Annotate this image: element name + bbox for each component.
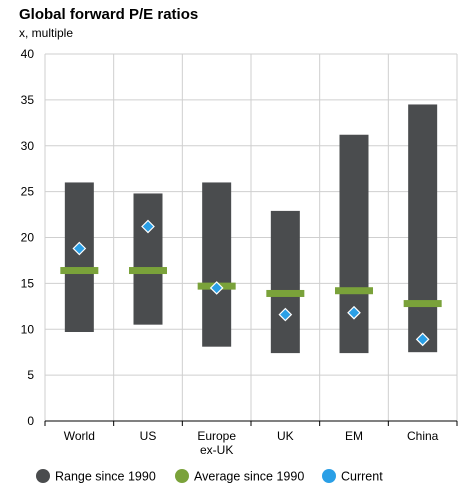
current-marker (72, 241, 87, 256)
y-tick-label: 15 (21, 276, 35, 290)
y-tick-label: 20 (21, 231, 35, 245)
x-tick-label: US (140, 429, 157, 443)
x-tick-label: Europe (197, 429, 236, 443)
legend-label: Current (341, 470, 383, 484)
y-tick-label: 40 (21, 47, 35, 61)
range-bar (408, 104, 438, 353)
y-tick-label: 0 (27, 414, 34, 428)
x-tick-label: China (407, 429, 439, 443)
y-tick-label: 30 (21, 139, 35, 153)
legend-swatch (175, 469, 189, 483)
x-tick-label: World (64, 429, 95, 443)
range-bar (64, 182, 94, 333)
range-bar (270, 210, 300, 354)
legend-swatch (322, 469, 336, 483)
x-tick-label: UK (277, 429, 294, 443)
current-marker (141, 219, 155, 234)
y-tick-label: 35 (21, 93, 35, 107)
x-tick-label: ex-UK (200, 443, 233, 457)
y-axis-label: x, multiple (19, 26, 74, 40)
current-marker (278, 307, 293, 322)
y-tick-label: 10 (21, 322, 35, 336)
y-tick-label: 5 (27, 368, 34, 382)
x-tick-label: EM (345, 429, 363, 443)
average-marker (403, 300, 442, 308)
range-bar (202, 182, 232, 347)
average-marker (335, 287, 373, 295)
average-marker (266, 289, 305, 297)
legend-label: Average since 1990 (194, 470, 304, 484)
average-marker (60, 267, 99, 275)
legend-swatch (36, 469, 50, 483)
current-marker (209, 281, 224, 295)
legend-label: Range since 1990 (55, 470, 156, 484)
range-bar (339, 134, 369, 354)
average-marker (129, 267, 167, 275)
current-marker (415, 332, 430, 347)
range-bar (133, 193, 163, 325)
current-marker (347, 305, 361, 320)
chart-title: Global forward P/E ratios (19, 6, 199, 23)
y-tick-label: 25 (21, 185, 35, 199)
